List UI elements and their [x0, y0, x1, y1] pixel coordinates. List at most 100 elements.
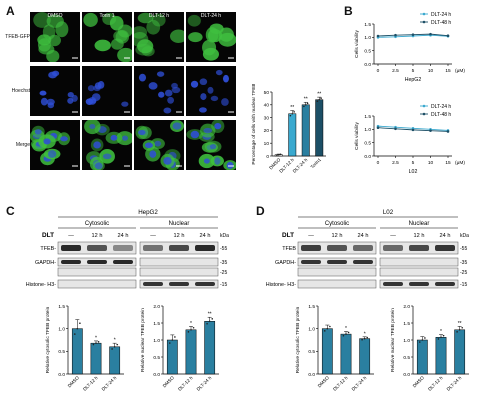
cell-nucleus [138, 73, 147, 82]
nuclear-tfeb-chart-l02: 0.0 0.5 1.0 1.5 2.0 Relative nuclear TFEB pro… [390, 304, 469, 392]
cell-nucleus [203, 158, 210, 164]
x-tick-label: 2.5 [392, 68, 399, 74]
blot-strip [57, 267, 137, 277]
data-point [437, 338, 440, 340]
x-tick-label: 15 [445, 68, 451, 74]
blot-band [143, 282, 163, 286]
y-tick-label: 2.0 [403, 304, 410, 310]
data-point [440, 336, 442, 339]
cell-nucleus [87, 85, 95, 92]
x-tick-label: 5 [412, 68, 415, 74]
cell-nucleus [199, 107, 207, 113]
row-label: Hoechst [11, 88, 30, 94]
bar [166, 339, 178, 375]
bar [435, 337, 447, 375]
band-label: GAPDH- [35, 260, 56, 266]
blot-band [301, 245, 321, 251]
cell-gfp [42, 24, 56, 40]
blot-strip [297, 279, 377, 289]
y-tick-label: 1.0 [308, 326, 315, 332]
legend-marker [422, 12, 426, 16]
cell-gfp [146, 19, 161, 35]
data-point [192, 326, 195, 329]
data-point [363, 337, 366, 340]
cell-gfp [117, 47, 132, 62]
cell-nucleus [221, 98, 229, 106]
cell-nucleus [93, 141, 101, 149]
cell-nucleus [203, 127, 213, 134]
blot-strip [297, 267, 377, 277]
y-tick-label: 0.0 [308, 372, 315, 378]
data-point [187, 331, 190, 333]
panel-a-letter: A [6, 4, 15, 18]
cell-nucleus [190, 80, 199, 88]
cell-nucleus [163, 107, 172, 114]
marker-label: -15 [220, 282, 227, 288]
data-point [73, 333, 76, 335]
significance-mark: * [364, 331, 366, 337]
cell-nucleus [97, 80, 105, 89]
y-axis-label: Cells viability [354, 30, 360, 58]
blot-strip [139, 267, 219, 277]
kda-label: kDa [460, 233, 469, 239]
data-point [190, 329, 192, 331]
blot-band [409, 245, 429, 251]
data-point [174, 336, 176, 338]
cell-line-title: HepG2 [138, 209, 158, 216]
cell-nucleus [156, 71, 165, 77]
cell-gfp [205, 27, 219, 43]
blot-band [87, 245, 107, 251]
significance-mark: ** [317, 92, 321, 98]
blot-band [113, 245, 133, 251]
cell-nucleus [40, 97, 48, 106]
x-tick-label: DLT-24 h [351, 375, 368, 392]
column-label: Torin 1 [99, 13, 115, 19]
significance-mark: * [440, 329, 442, 335]
y-tick-label: 1.0 [364, 127, 371, 133]
cell-nucleus [214, 122, 222, 130]
cell-nucleus [110, 134, 118, 141]
band-label: TFEB [282, 246, 296, 252]
column-label: DLT-12 h [148, 13, 170, 19]
data-point [361, 338, 363, 341]
data-point [442, 334, 445, 337]
y-tick-label: 0.0 [153, 372, 160, 378]
cell-nucleus [88, 97, 97, 105]
data-point [418, 341, 421, 343]
cell-nucleus [47, 102, 55, 109]
series-point [411, 33, 415, 36]
series-point [446, 130, 450, 133]
y-tick-label: 1.0 [58, 326, 65, 332]
y-tick-label: 0.0 [364, 62, 371, 68]
x-tick-label: 2.5 [392, 160, 399, 166]
data-point [345, 333, 347, 335]
x-tick-label: DLT-12 h [332, 375, 349, 392]
dlt-label: DLT [282, 232, 294, 239]
data-point [304, 104, 307, 106]
cell-gfp [102, 12, 117, 26]
x-tick-label: 10 [428, 68, 434, 74]
data-point [291, 112, 294, 115]
blot-band [61, 260, 81, 264]
data-point [79, 322, 81, 325]
blot-band [435, 282, 455, 286]
blot-strip [57, 279, 137, 289]
data-point [456, 331, 458, 333]
bar [204, 321, 216, 375]
cell-nucleus [121, 101, 129, 107]
series-point [411, 128, 415, 132]
cell-gfp [188, 32, 203, 43]
significance-mark: * [190, 321, 192, 327]
cell-gfp [202, 47, 219, 61]
cell-gfp [187, 14, 201, 27]
legend-label: DLT-24 h [431, 104, 451, 110]
cell-nucleus [51, 70, 60, 77]
bar [71, 328, 83, 375]
cell-nucleus [121, 135, 128, 141]
chart-title: HepG2 [405, 77, 422, 83]
column-label: DLT-24 h [200, 13, 222, 19]
series-point [429, 32, 432, 36]
y-tick-label: 2.0 [153, 304, 160, 310]
panel-c-letter: C [6, 204, 15, 218]
data-point [95, 342, 97, 344]
